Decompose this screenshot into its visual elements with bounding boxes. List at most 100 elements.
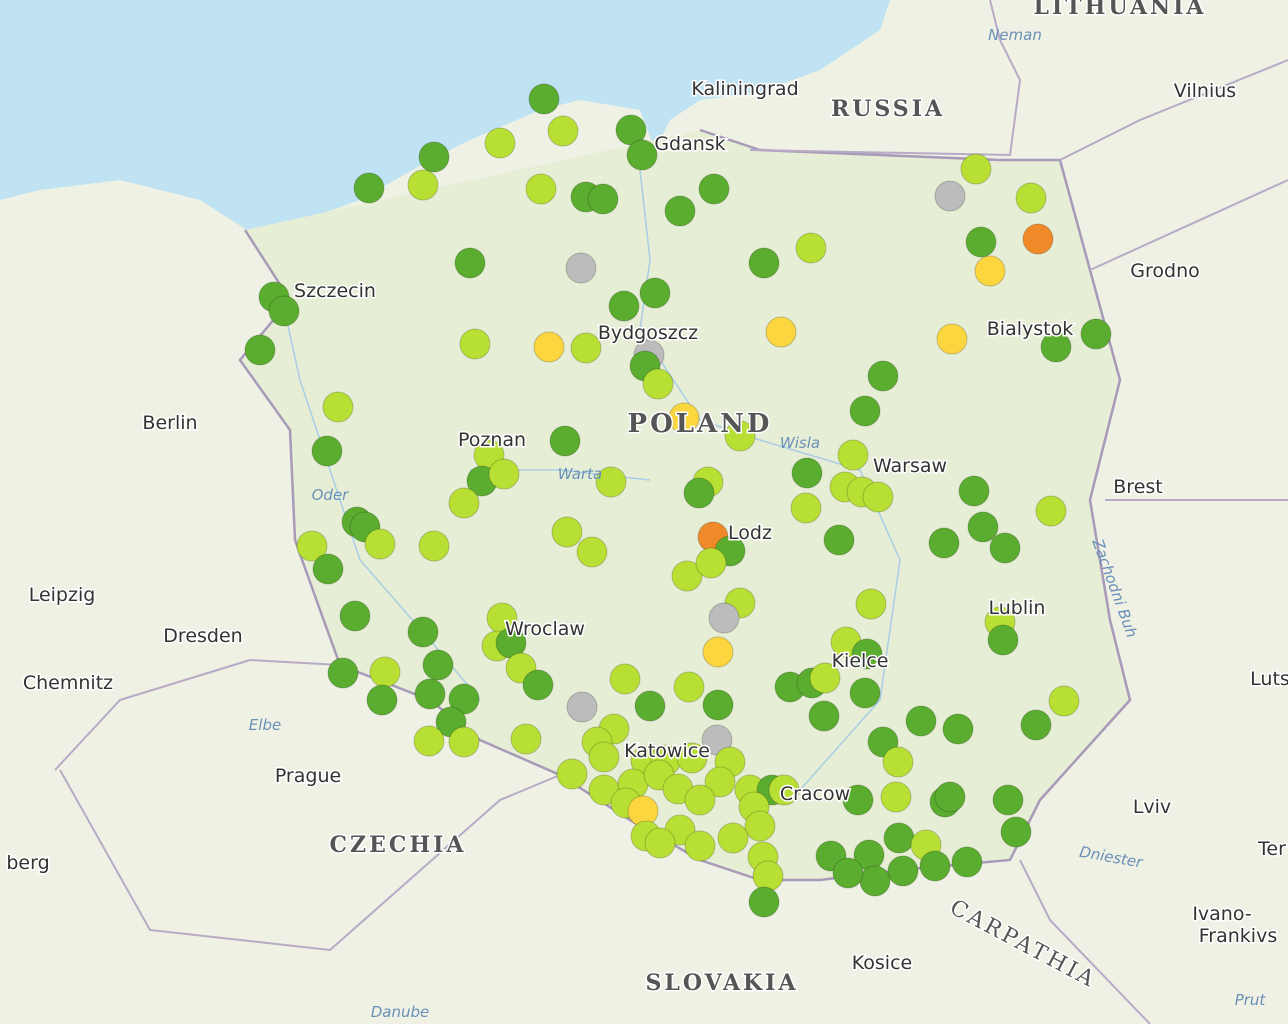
- station-marker[interactable]: [311, 435, 343, 467]
- station-marker[interactable]: [887, 855, 919, 887]
- station-marker[interactable]: [528, 83, 560, 115]
- station-marker[interactable]: [312, 553, 344, 585]
- station-marker[interactable]: [1048, 685, 1080, 717]
- station-marker[interactable]: [960, 153, 992, 185]
- station-marker[interactable]: [549, 425, 581, 457]
- station-marker[interactable]: [422, 649, 454, 681]
- station-marker[interactable]: [965, 226, 997, 258]
- station-marker[interactable]: [862, 481, 894, 513]
- station-marker[interactable]: [1000, 816, 1032, 848]
- station-marker[interactable]: [609, 663, 641, 695]
- station-marker[interactable]: [849, 395, 881, 427]
- station-marker[interactable]: [608, 290, 640, 322]
- station-marker[interactable]: [414, 678, 446, 710]
- station-marker[interactable]: [668, 402, 700, 434]
- station-marker[interactable]: [556, 758, 588, 790]
- station-marker[interactable]: [268, 295, 300, 327]
- station-marker[interactable]: [566, 691, 598, 723]
- station-marker[interactable]: [702, 689, 734, 721]
- station-marker[interactable]: [837, 439, 869, 471]
- station-marker[interactable]: [587, 183, 619, 215]
- station-marker[interactable]: [1015, 182, 1047, 214]
- station-marker[interactable]: [639, 277, 671, 309]
- station-marker[interactable]: [364, 528, 396, 560]
- station-marker[interactable]: [905, 705, 937, 737]
- station-marker[interactable]: [704, 766, 736, 798]
- station-marker[interactable]: [418, 141, 450, 173]
- station-marker[interactable]: [768, 774, 800, 806]
- station-marker[interactable]: [369, 656, 401, 688]
- station-marker[interactable]: [488, 458, 520, 490]
- station-marker[interactable]: [576, 536, 608, 568]
- station-marker[interactable]: [717, 822, 749, 854]
- station-marker[interactable]: [859, 865, 891, 897]
- station-marker[interactable]: [1035, 495, 1067, 527]
- station-marker[interactable]: [744, 810, 776, 842]
- station-marker[interactable]: [698, 173, 730, 205]
- station-marker[interactable]: [992, 784, 1024, 816]
- station-marker[interactable]: [942, 713, 974, 745]
- station-marker[interactable]: [484, 127, 516, 159]
- station-marker[interactable]: [951, 846, 983, 878]
- station-marker[interactable]: [808, 700, 840, 732]
- station-marker[interactable]: [748, 247, 780, 279]
- station-marker[interactable]: [448, 487, 480, 519]
- station-marker[interactable]: [595, 466, 627, 498]
- station-marker[interactable]: [1022, 223, 1054, 255]
- station-marker[interactable]: [936, 323, 968, 355]
- station-marker[interactable]: [708, 602, 740, 634]
- station-marker[interactable]: [676, 742, 708, 774]
- station-marker[interactable]: [987, 624, 1019, 656]
- station-marker[interactable]: [407, 169, 439, 201]
- station-marker[interactable]: [702, 636, 734, 668]
- station-marker[interactable]: [634, 690, 666, 722]
- station-marker[interactable]: [525, 173, 557, 205]
- station-marker[interactable]: [322, 391, 354, 423]
- station-marker[interactable]: [928, 527, 960, 559]
- station-marker[interactable]: [353, 172, 385, 204]
- station-marker[interactable]: [882, 746, 914, 778]
- station-marker[interactable]: [522, 669, 554, 701]
- station-marker[interactable]: [547, 115, 579, 147]
- station-marker[interactable]: [570, 332, 602, 364]
- station-marker[interactable]: [842, 784, 874, 816]
- station-marker[interactable]: [454, 247, 486, 279]
- station-marker[interactable]: [934, 781, 966, 813]
- station-marker[interactable]: [244, 334, 276, 366]
- station-marker[interactable]: [448, 683, 480, 715]
- station-marker[interactable]: [919, 850, 951, 882]
- station-marker[interactable]: [791, 457, 823, 489]
- station-marker[interactable]: [626, 139, 658, 171]
- station-marker[interactable]: [644, 827, 676, 859]
- station-marker[interactable]: [851, 638, 883, 670]
- station-marker[interactable]: [366, 684, 398, 716]
- station-marker[interactable]: [673, 671, 705, 703]
- station-marker[interactable]: [823, 524, 855, 556]
- station-marker[interactable]: [989, 532, 1021, 564]
- station-marker[interactable]: [510, 723, 542, 755]
- station-marker[interactable]: [880, 781, 912, 813]
- station-marker[interactable]: [664, 195, 696, 227]
- station-marker[interactable]: [790, 492, 822, 524]
- station-marker[interactable]: [867, 360, 899, 392]
- station-marker[interactable]: [724, 420, 756, 452]
- station-marker[interactable]: [407, 616, 439, 648]
- station-marker[interactable]: [958, 475, 990, 507]
- station-marker[interactable]: [448, 726, 480, 758]
- station-marker[interactable]: [883, 822, 915, 854]
- station-marker[interactable]: [934, 180, 966, 212]
- station-marker[interactable]: [684, 830, 716, 862]
- station-marker[interactable]: [695, 547, 727, 579]
- station-marker[interactable]: [642, 368, 674, 400]
- station-marker[interactable]: [795, 232, 827, 264]
- station-marker[interactable]: [748, 886, 780, 918]
- station-marker[interactable]: [413, 725, 445, 757]
- station-marker[interactable]: [752, 860, 784, 892]
- station-marker[interactable]: [565, 252, 597, 284]
- station-marker[interactable]: [849, 677, 881, 709]
- station-marker[interactable]: [418, 530, 450, 562]
- station-marker[interactable]: [296, 530, 328, 562]
- station-marker[interactable]: [551, 516, 583, 548]
- station-marker[interactable]: [1080, 318, 1112, 350]
- station-marker[interactable]: [533, 331, 565, 363]
